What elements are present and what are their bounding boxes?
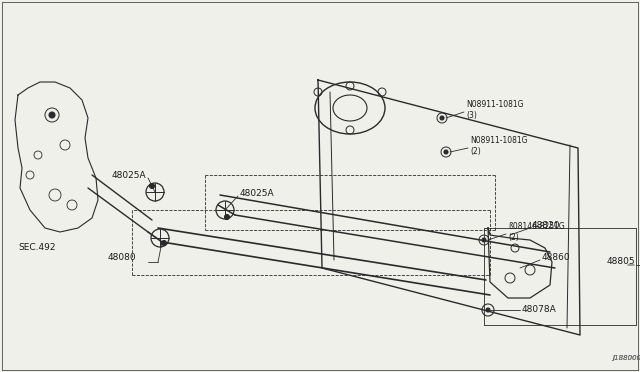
- Text: 48860: 48860: [542, 253, 571, 263]
- Text: 48080: 48080: [108, 253, 136, 263]
- Circle shape: [225, 215, 230, 219]
- Circle shape: [49, 112, 55, 118]
- Text: J188000?: J188000?: [612, 355, 640, 361]
- Circle shape: [482, 238, 486, 242]
- Text: J188000?: J188000?: [612, 355, 640, 361]
- Circle shape: [161, 241, 166, 246]
- Text: N08911-1081G
(2): N08911-1081G (2): [470, 136, 527, 156]
- Text: SEC.492: SEC.492: [18, 244, 56, 253]
- Circle shape: [444, 150, 448, 154]
- Circle shape: [440, 116, 444, 120]
- Text: ß08146-8251G
(2): ß08146-8251G (2): [508, 222, 564, 242]
- Circle shape: [486, 308, 490, 312]
- Circle shape: [150, 183, 154, 189]
- Text: 48025A: 48025A: [112, 170, 147, 180]
- Text: 48025A: 48025A: [240, 189, 275, 199]
- Text: 48820: 48820: [532, 221, 561, 231]
- Text: 48805: 48805: [607, 257, 636, 266]
- Text: 48078A: 48078A: [522, 305, 557, 314]
- Text: N08911-1081G
(3): N08911-1081G (3): [466, 100, 524, 120]
